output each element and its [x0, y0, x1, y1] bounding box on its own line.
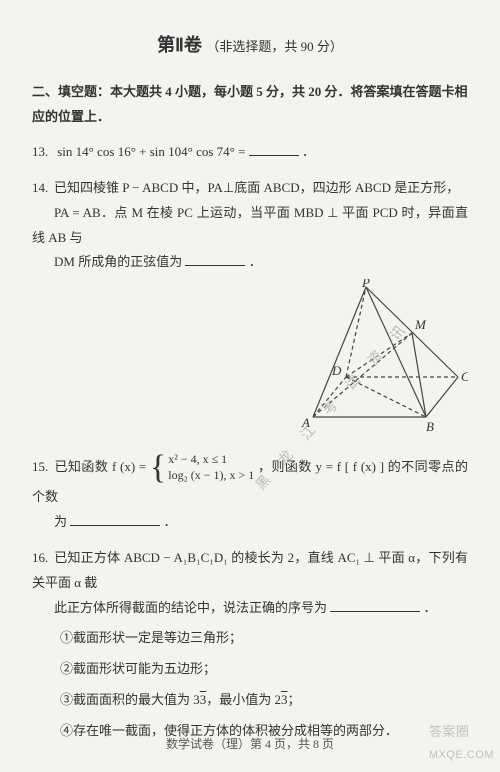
q13-blank [249, 143, 299, 156]
q16-line1: 已知正方体 ABCD − A₁B₁C₁D₁ 的棱长为 2，直线 AC₁ ⊥ 平面… [32, 550, 468, 590]
pyramid-diagram: P A B C D M [268, 279, 468, 439]
q13-number: 13. [32, 140, 54, 165]
q14-line3a: DM 所成角的正弦值为 [54, 254, 182, 269]
q14-line1: 已知四棱锥 P − ABCD 中，PA⊥底面 ABCD，四边形 ABCD 是正方… [54, 180, 459, 195]
question-13: 13. sin 14° cos 16° + sin 104° cos 74° =… [32, 140, 468, 165]
question-15: 15.已知函数 f (x) = { x² − 4, x ≤ 1 log₂ (x … [32, 451, 468, 534]
q15-l2a: 为 [54, 514, 67, 529]
corner-watermark: 答案圈 MXQE.COM [429, 720, 494, 766]
question-16: 16.已知正方体 ABCD − A₁B₁C₁D₁ 的棱长为 2，直线 AC₁ ⊥… [32, 546, 468, 743]
q15-blank [70, 513, 160, 526]
q13-period: ． [302, 144, 315, 159]
label-A: A [301, 415, 310, 430]
q15-case2: log₂ (x − 1), x > 1 [168, 468, 254, 484]
page-footer: 数学试卷（理）第 4 页，共 8 页 [0, 733, 500, 756]
label-B: B [426, 419, 434, 434]
q16-line2a: 此正方体所得截面的结论中，说法正确的序号为 [54, 600, 327, 615]
corner-en: MXQE.COM [429, 749, 494, 761]
section-title-main: 第Ⅱ卷 [157, 35, 202, 55]
q15-piecewise: { x² − 4, x ≤ 1 log₂ (x − 1), x > 1 [150, 451, 254, 485]
q15-case1: x² − 4, x ≤ 1 [168, 452, 254, 468]
label-C: C [461, 369, 468, 384]
q16-blank [330, 599, 420, 612]
q16-i3b: ，最小值为 2 [206, 692, 281, 707]
q16-item1: ①截面形状一定是等边三角形； [60, 626, 468, 651]
q13-expression: sin 14° cos 16° + sin 104° cos 74° = [57, 144, 245, 159]
q16-line2b: ． [424, 600, 437, 615]
q15-l2b: ． [164, 514, 177, 529]
label-M: M [414, 317, 427, 332]
q14-line3b: ． [249, 254, 262, 269]
q16-item3: ③截面面积的最大值为 33，最小值为 23； [60, 688, 468, 713]
section-title-sub: （非选择题，共 90 分） [206, 39, 343, 54]
q15-pre: 已知函数 f (x) = [54, 459, 150, 474]
q16-item2: ②截面形状可能为五边形； [60, 657, 468, 682]
question-14: 14.已知四棱锥 P − ABCD 中，PA⊥底面 ABCD，四边形 ABCD … [32, 176, 468, 439]
q14-blank [185, 253, 245, 266]
fill-blank-instruction: 二、填空题：本大题共 4 小题，每小题 5 分，共 20 分．将答案填在答题卡相… [32, 80, 468, 129]
corner-cn: 答案圈 [429, 724, 470, 739]
q16-i3a: ③截面面积的最大值为 3 [60, 692, 200, 707]
brace-icon: { [150, 451, 166, 485]
q15-number: 15. [32, 455, 54, 480]
q14-number: 14. [32, 176, 54, 201]
q16-number: 16. [32, 546, 54, 571]
q16-i3c: ； [288, 692, 301, 707]
label-D: D [331, 363, 342, 378]
label-P: P [361, 279, 370, 290]
q14-line2: PA = AB．点 M 在棱 PC 上运动，当平面 MBD ⊥ 平面 PCD 时… [32, 205, 468, 245]
